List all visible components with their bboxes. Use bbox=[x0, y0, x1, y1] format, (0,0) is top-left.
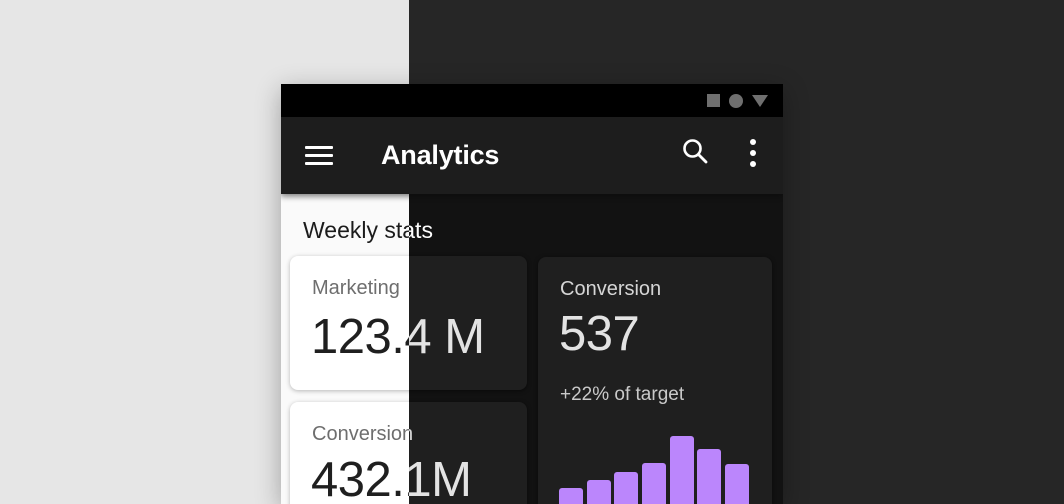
chart-bar bbox=[586, 480, 611, 504]
card-subtext: +22% of target bbox=[560, 384, 685, 405]
chart-bar bbox=[724, 464, 749, 504]
chart-bar bbox=[697, 449, 722, 504]
chart-bar bbox=[641, 463, 666, 504]
card-label: Conversion bbox=[312, 423, 414, 445]
status-bar bbox=[281, 84, 783, 117]
card-conversion-main[interactable]: Conversion 537 +22% of target bbox=[538, 257, 772, 504]
card-value: 432.1M bbox=[311, 453, 472, 504]
card-conversion-secondary[interactable]: Conversion 432.1M bbox=[290, 402, 472, 504]
phone-screen-light-theme: Analytics Weekly stats Marketing 123.4 M… bbox=[281, 84, 485, 504]
status-square-icon bbox=[707, 94, 720, 107]
card-label: Conversion bbox=[560, 278, 662, 300]
chart-bar bbox=[669, 436, 694, 504]
card-value: 537 bbox=[559, 307, 640, 361]
overflow-menu-icon[interactable] bbox=[747, 139, 759, 167]
phone-mockup: Analytics Weekly stats Marketing 123.4 M… bbox=[281, 84, 783, 504]
content-area: Weekly stats Marketing 123.4 M Conversio… bbox=[281, 194, 485, 504]
app-bar: Analytics bbox=[281, 117, 783, 194]
menu-icon[interactable] bbox=[305, 146, 333, 165]
status-triangle-down-icon bbox=[752, 94, 768, 107]
card-label: Marketing bbox=[312, 277, 400, 299]
card-value: 123.4 M bbox=[311, 310, 485, 364]
conversion-bar-chart bbox=[559, 435, 749, 504]
status-circle-icon bbox=[729, 93, 743, 108]
chart-bar bbox=[614, 472, 639, 504]
card-marketing[interactable]: Marketing 123.4 M bbox=[290, 256, 485, 390]
chart-bar bbox=[559, 488, 583, 504]
section-title: Weekly stats bbox=[303, 217, 433, 243]
search-icon[interactable] bbox=[680, 136, 710, 166]
app-title: Analytics bbox=[381, 140, 500, 170]
